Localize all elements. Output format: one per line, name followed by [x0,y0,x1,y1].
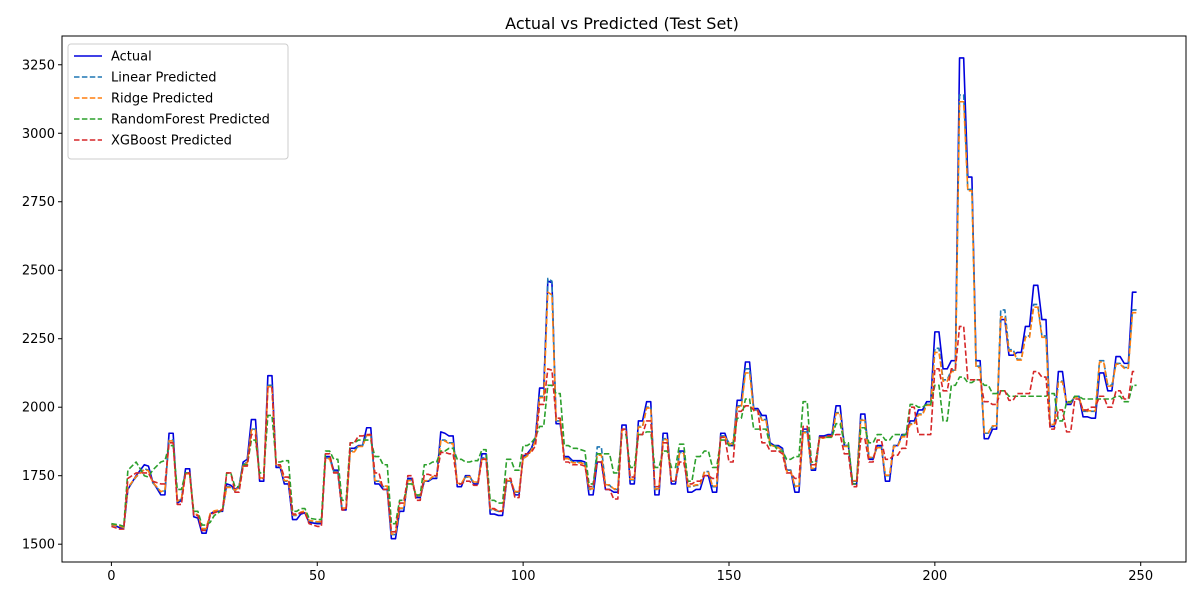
x-tick-label: 100 [511,569,536,584]
series-layer [111,57,1137,540]
y-tick-label: 1500 [22,538,55,553]
series-line-randomforest-predicted [111,376,1137,528]
x-tick-label: 150 [717,569,742,584]
y-tick-label: 2750 [22,195,55,210]
y-tick-label: 3250 [22,58,55,73]
x-tick-label: 200 [922,569,947,584]
chart-title: Actual vs Predicted (Test Set) [505,14,739,33]
legend-label-linear-predicted: Linear Predicted [111,71,217,86]
y-tick-label: 2500 [22,264,55,279]
series-line-xgboost-predicted [111,325,1137,533]
plot-area [61,35,1187,563]
legend-box [67,43,289,160]
legend-label-actual: Actual [111,50,152,65]
y-axis: 1500 1750 2000 2250 2500 2750 3000 3250 [22,58,62,553]
x-axis: 0 50 100 150 200 250 [107,562,1153,584]
legend: Actual Linear Predicted Ridge Predicted Ran… [67,43,289,160]
y-tick-label: 2000 [22,401,55,416]
y-tick-label: 3000 [22,127,55,142]
x-tick-label: 250 [1128,569,1153,584]
legend-label-xgboost-predicted: XGBoost Predicted [111,134,232,149]
y-tick-label: 2250 [22,332,55,347]
legend-label-randomforest-predicted: RandomForest Predicted [111,113,270,128]
legend-label-ridge-predicted: Ridge Predicted [111,92,213,107]
x-tick-label: 50 [309,569,326,584]
x-tick-label: 0 [107,569,115,584]
y-tick-label: 1750 [22,469,55,484]
axes-frame [61,35,1187,563]
